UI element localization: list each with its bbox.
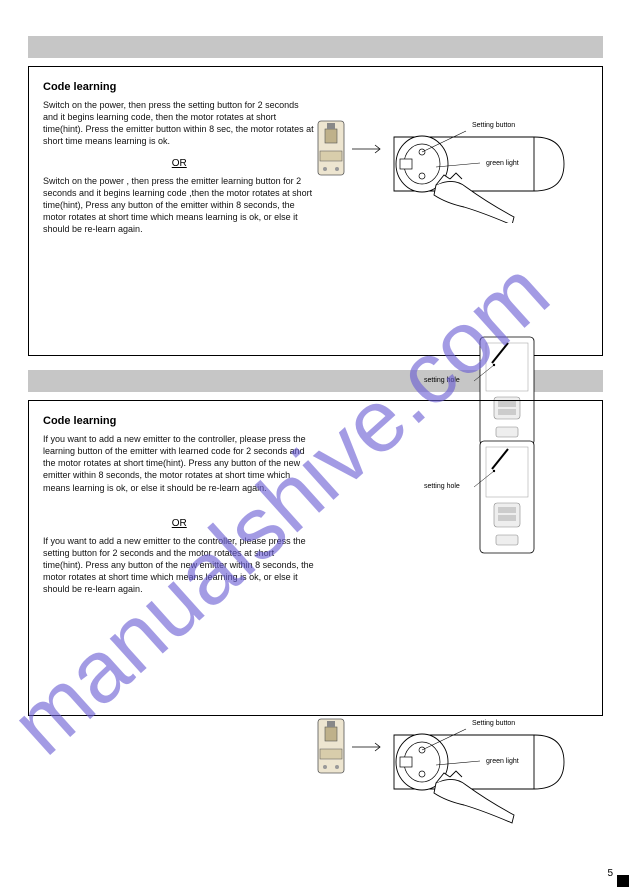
box2-para1: If you want to add a new emitter to the … — [43, 433, 316, 494]
box2-title: Code learning — [43, 415, 588, 427]
box1-or: OR — [43, 158, 316, 169]
motor-breaker-illustration-2: Setting button green light — [308, 697, 578, 827]
label-green-light: green light — [486, 160, 519, 167]
box2-or: OR — [43, 518, 316, 529]
code-learning-box-1: Code learning Switch on the power, then … — [28, 66, 603, 356]
box1-para1: Switch on the power, then press the sett… — [43, 99, 316, 148]
label-setting-button: Setting button — [472, 122, 515, 129]
page-number: 5 — [607, 868, 613, 879]
label-setting-hole-2: setting hole — [424, 483, 460, 490]
label-green-light-2: green light — [486, 758, 519, 765]
box1-title: Code learning — [43, 81, 588, 93]
code-learning-box-2: Code learning If you want to add a new e… — [28, 400, 603, 716]
box2-para2: If you want to add a new emitter to the … — [43, 535, 316, 596]
label-setting-button-2: Setting button — [472, 720, 515, 727]
label-setting-hole: setting hole — [424, 377, 460, 384]
box1-para2: Switch on the power , then press the emi… — [43, 175, 316, 236]
section-header-1 — [28, 36, 603, 58]
corner-black-square — [617, 875, 629, 887]
